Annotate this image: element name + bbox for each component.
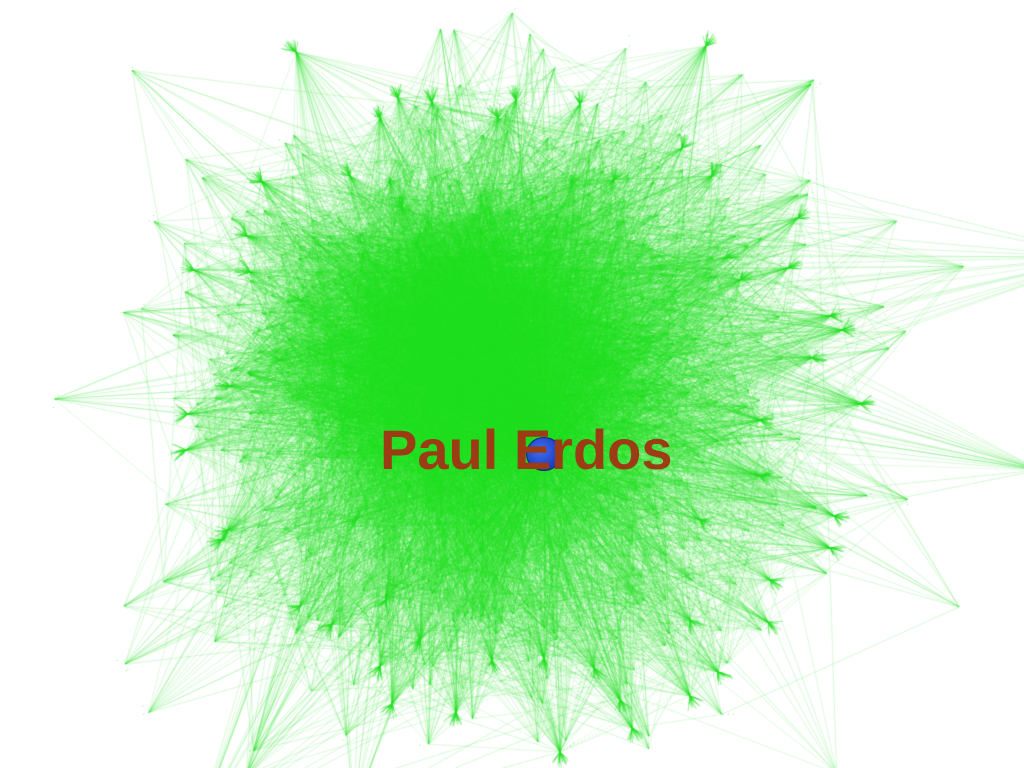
hub-label: Paul Erdos	[380, 418, 673, 481]
hub-node	[526, 437, 562, 471]
